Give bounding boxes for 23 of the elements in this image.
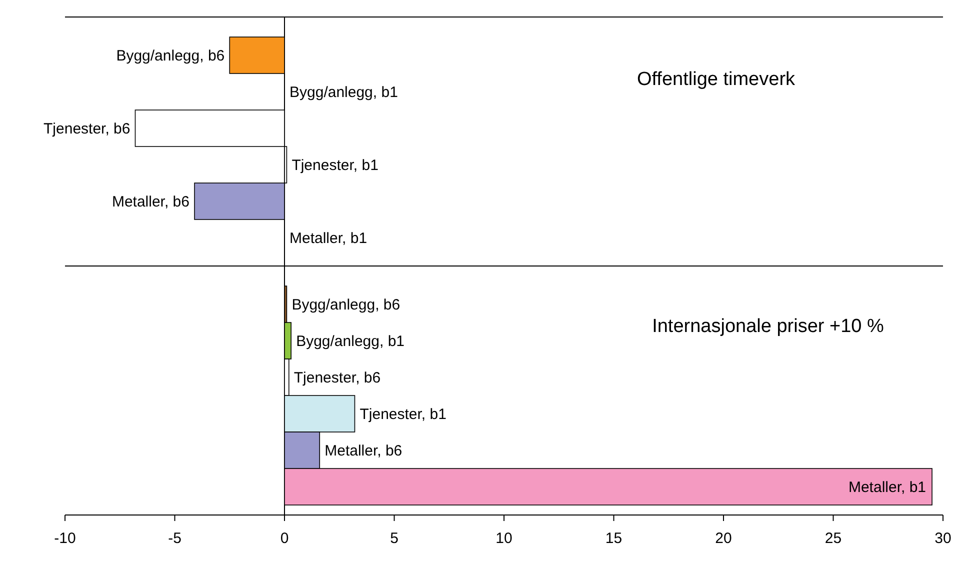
text: Offentlige timeverk [636, 69, 796, 90]
y-tick-label: Bygg/anlegg, b1 [296, 333, 405, 350]
y-tick-label: Tjenester, b6 [294, 370, 381, 386]
y-tick-label: Metaller, b6 [324, 442, 402, 460]
y-tick-label: Metaller, b1 [290, 230, 368, 247]
y-tick-label: Tjenester, b6 [44, 120, 130, 138]
y-tick-label: Bygg/anlegg, b6 [116, 48, 225, 64]
x-tick-label: 0 [280, 530, 289, 547]
y-tick-label: Tjenester, b1 [292, 157, 378, 174]
y-tick-label: Bygg/anlegg, b6 [292, 296, 400, 314]
x-tick-label: 20 [715, 530, 732, 547]
y-tick-label: Tjenester, b1 [360, 406, 446, 423]
y-tick-label: Bygg/anlegg, b1 [290, 84, 398, 101]
x-tick-label: -5 [168, 530, 182, 547]
text: Internasjonale priser +10 % [652, 316, 884, 337]
y-tick-label: Metaller, b1 [848, 479, 926, 496]
x-tick-label: 15 [605, 530, 622, 547]
x-tick-label: 5 [390, 530, 398, 547]
x-tick-label: 10 [496, 530, 512, 547]
x-tick-label: 30 [934, 530, 952, 547]
y-tick-label: Metaller, b6 [112, 194, 190, 210]
x-tick-label: 25 [824, 530, 842, 547]
x-tick-label: -10 [54, 530, 76, 547]
